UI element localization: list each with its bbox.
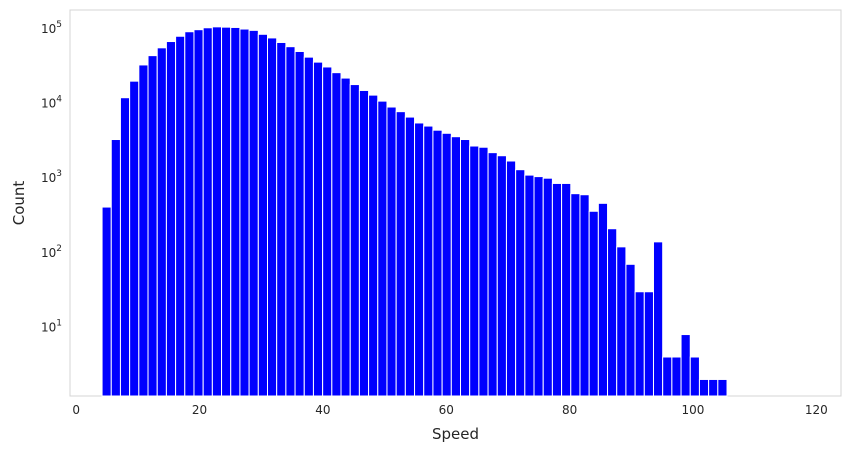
- histogram-bar: [340, 77, 351, 397]
- histogram-bar: [579, 194, 590, 397]
- histogram-bar: [588, 210, 599, 397]
- histogram-bar: [101, 206, 112, 397]
- histogram-bar: [257, 33, 268, 397]
- y-tick-label: 103: [41, 169, 62, 185]
- histogram-bar: [441, 132, 452, 397]
- histogram-bar: [487, 152, 498, 397]
- histogram-bar: [551, 182, 563, 397]
- x-tick-label: 20: [192, 403, 207, 417]
- histogram-bar: [404, 116, 416, 397]
- x-tick-label: 80: [562, 403, 577, 417]
- histogram-bar: [625, 263, 636, 397]
- histogram-bar: [652, 241, 664, 397]
- histogram-bar: [248, 29, 259, 397]
- y-tick-label: 104: [41, 95, 62, 111]
- histogram-bar: [377, 100, 388, 397]
- histogram-bar: [358, 89, 370, 397]
- histogram-bar: [193, 29, 204, 397]
- histogram-bar: [689, 356, 700, 397]
- histogram-bar: [717, 378, 728, 397]
- histogram-bar: [119, 97, 131, 397]
- histogram-bar: [542, 177, 553, 397]
- histogram-bar: [156, 47, 167, 397]
- histogram-bar: [331, 72, 342, 397]
- histogram-bar: [294, 50, 305, 397]
- y-tick-label: 101: [41, 318, 62, 334]
- histogram-bar: [533, 176, 544, 397]
- histogram-bar: [423, 125, 434, 397]
- histogram-bar: [230, 26, 241, 397]
- x-axis-title: Speed: [432, 425, 479, 443]
- y-tick-label: 102: [41, 244, 62, 260]
- x-tick-label: 0: [72, 403, 80, 417]
- histogram-bar: [267, 37, 278, 397]
- histogram-bar: [110, 139, 121, 397]
- histogram-bar: [175, 35, 186, 397]
- x-tick-label: 40: [315, 403, 330, 417]
- histogram-bar: [478, 146, 489, 397]
- histogram-bar: [285, 46, 296, 397]
- x-tick-label: 120: [805, 403, 828, 417]
- histogram-bar: [211, 26, 223, 397]
- histogram-bar: [570, 193, 581, 397]
- histogram-bar: [239, 28, 250, 397]
- histogram-bar: [414, 122, 425, 397]
- histogram-bar: [469, 145, 480, 397]
- histogram-bar: [202, 27, 213, 397]
- bars-group: [101, 26, 728, 397]
- histogram-bar: [129, 80, 140, 397]
- histogram-bar: [515, 169, 526, 397]
- histogram-bar: [450, 136, 461, 397]
- histogram-bar: [303, 56, 314, 397]
- x-tick-label: 60: [439, 403, 454, 417]
- histogram-bar: [616, 246, 627, 397]
- y-axis-title: Count: [10, 181, 28, 226]
- histogram-bar: [147, 55, 158, 397]
- histogram-bar: [395, 111, 406, 397]
- histogram-bar: [322, 66, 333, 397]
- x-tick-label: 100: [682, 403, 705, 417]
- histogram-bar: [680, 334, 691, 397]
- x-tick-labels: 0 20 40 60 80 100 120: [72, 403, 827, 417]
- histogram-bar: [184, 31, 195, 397]
- histogram-bar: [138, 64, 149, 397]
- y-tick-labels: 101 102 103 104 105: [41, 20, 62, 334]
- histogram-bar: [643, 291, 654, 397]
- histogram-bar: [276, 41, 287, 397]
- histogram-bar: [597, 202, 609, 397]
- histogram-bar: [349, 84, 360, 397]
- histogram-bar: [708, 378, 719, 397]
- histogram-bar: [524, 174, 535, 397]
- histogram-bar: [607, 228, 618, 397]
- histogram-bar: [165, 41, 177, 397]
- histogram-bar: [671, 356, 682, 397]
- histogram-bar: [221, 26, 232, 397]
- histogram-bar: [634, 291, 645, 397]
- histogram-bar: [496, 155, 507, 397]
- y-tick-label: 105: [41, 20, 62, 36]
- histogram-bar: [312, 61, 324, 397]
- histogram-bar: [460, 139, 471, 397]
- histogram-bar: [386, 106, 397, 397]
- histogram-bar: [698, 378, 710, 397]
- histogram-bar: [432, 129, 443, 397]
- histogram-bar: [368, 94, 379, 397]
- histogram-bar: [505, 160, 517, 397]
- histogram-bar: [561, 182, 572, 397]
- histogram-bar: [662, 356, 673, 397]
